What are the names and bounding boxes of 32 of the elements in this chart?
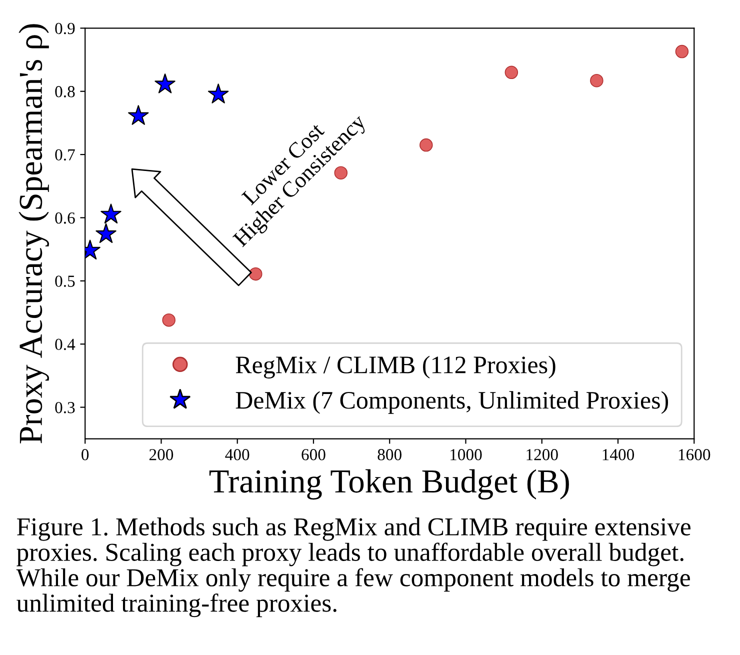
y-tick-label: 0.7 <box>55 149 75 161</box>
point <box>208 84 229 104</box>
x-tick-label: 0 <box>82 449 89 460</box>
x-tick-label: 1200 <box>526 449 558 460</box>
point <box>162 313 176 327</box>
x-tick-label: 1000 <box>450 449 482 460</box>
point <box>128 105 149 125</box>
point <box>248 267 262 281</box>
legend-label: DeMix (7 Components, Unlimited Proxies) <box>236 391 668 414</box>
y-tick-label: 0.9 <box>55 22 75 34</box>
x-tick-label: 200 <box>149 449 174 460</box>
caption: Figure 1. Methods such as RegMix and CLIMB require extensive proxies. Scaling each proxy leads to unaffordable overall budget. While our DeMix only require a few component models to merge unlimited training-free proxies. <box>16 517 690 618</box>
y-tick-label: 0.4 <box>55 338 76 350</box>
point <box>420 138 433 152</box>
x-tick-label: 400 <box>225 449 250 460</box>
legend-label: RegMix / CLIMB (112 Proxies) <box>236 356 556 379</box>
y-tick-label: 0.8 <box>55 86 75 98</box>
x-tick-label: 1600 <box>678 449 710 460</box>
point <box>100 204 122 224</box>
point <box>675 44 689 58</box>
y-tick-label: 0.5 <box>55 276 75 287</box>
y-tick-label: 0.6 <box>55 212 75 224</box>
point <box>504 66 518 80</box>
y-axis-title: Proxy Accuracy (Spearman's ρ) <box>18 24 49 444</box>
point <box>590 74 604 88</box>
x-tick-label: 1400 <box>602 449 634 460</box>
y-tick-label: 0.3 <box>55 402 75 414</box>
x-tick-label: 800 <box>378 449 402 460</box>
point <box>154 74 176 94</box>
x-tick-label: 600 <box>302 449 326 460</box>
point <box>96 223 116 244</box>
x-axis-title: Training Token Budget (B) <box>209 469 569 500</box>
